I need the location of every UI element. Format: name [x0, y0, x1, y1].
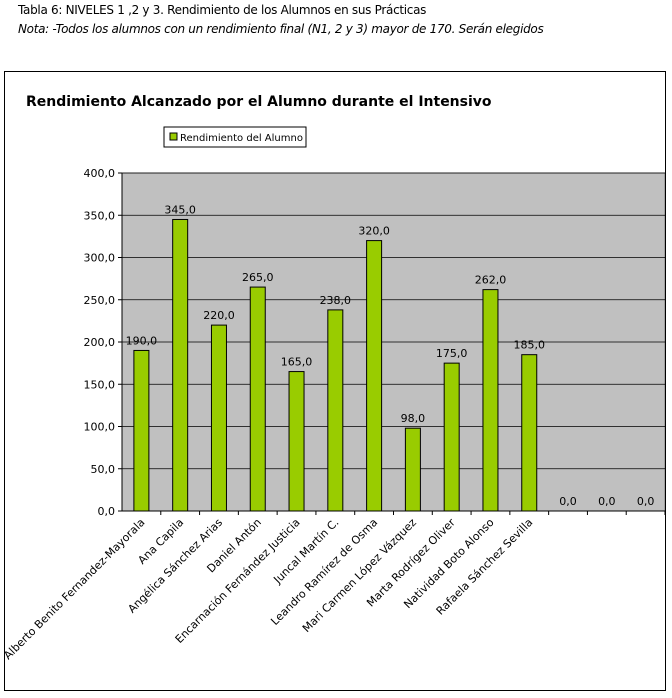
y-tick-label: 150,0	[84, 378, 116, 391]
y-tick-label: 50,0	[91, 463, 116, 476]
legend-label: Rendimiento del Alumno	[180, 133, 303, 144]
legend: Rendimiento del Alumno	[163, 126, 307, 148]
legend-swatch	[169, 132, 178, 141]
y-tick-label: 200,0	[84, 336, 116, 349]
bar	[288, 371, 305, 512]
table-caption: Tabla 6: NIVELES 1 ,2 y 3. Rendimiento d…	[18, 3, 427, 17]
bar	[366, 240, 383, 512]
y-tick-label: 400,0	[84, 167, 116, 180]
bar	[482, 289, 499, 512]
data-label: 165,0	[281, 356, 313, 369]
data-label: 0,0	[598, 495, 616, 508]
data-label: 238,0	[320, 294, 352, 307]
data-label: 0,0	[559, 495, 577, 508]
data-label: 185,0	[514, 339, 546, 352]
y-tick-label: 250,0	[84, 294, 116, 307]
chart-title: Rendimiento Alcanzado por el Alumno dura…	[26, 94, 492, 110]
bar	[404, 427, 421, 512]
data-label: 98,0	[401, 412, 426, 425]
data-label: 262,0	[475, 274, 507, 287]
data-label: 320,0	[358, 225, 390, 238]
bar	[327, 309, 344, 512]
y-tick-label: 0,0	[98, 505, 116, 518]
bar	[521, 354, 538, 512]
data-label: 220,0	[203, 309, 235, 322]
x-tick-label: Alberto Benito Fernandez-Mayorala	[1, 516, 147, 662]
y-tick-label: 300,0	[84, 252, 116, 265]
data-label: 0,0	[637, 495, 655, 508]
chart-frame	[4, 71, 666, 691]
data-label: 175,0	[436, 347, 468, 360]
note-text: Nota: -Todos los alumnos con un rendimie…	[18, 22, 544, 36]
data-label: 190,0	[126, 334, 158, 347]
data-label: 345,0	[164, 203, 196, 216]
x-tick-label: Juncal Martín C.	[271, 516, 342, 587]
y-tick-label: 100,0	[84, 421, 116, 434]
bar	[172, 218, 189, 512]
bar	[133, 349, 150, 512]
bar	[249, 286, 266, 512]
y-tick-label: 350,0	[84, 209, 116, 222]
bar	[443, 362, 460, 512]
data-label: 265,0	[242, 271, 274, 284]
bar	[210, 324, 227, 512]
